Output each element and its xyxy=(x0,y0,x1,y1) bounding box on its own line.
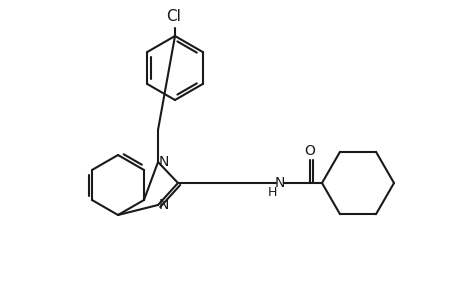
Text: H: H xyxy=(267,185,276,199)
Text: Cl: Cl xyxy=(166,9,181,24)
Text: N: N xyxy=(159,198,169,212)
Text: O: O xyxy=(304,144,315,158)
Text: N: N xyxy=(159,155,169,169)
Text: N: N xyxy=(274,176,285,190)
